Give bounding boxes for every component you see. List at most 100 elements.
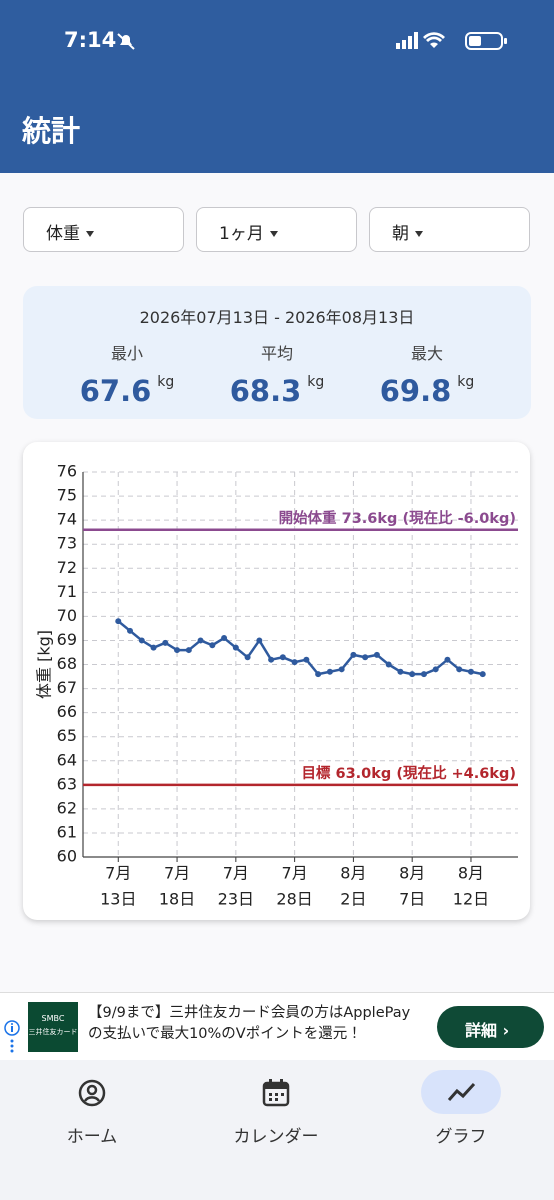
ad-info-icon [4,1020,20,1053]
stat-unit: kg [457,374,475,390]
data-point [115,618,122,625]
data-point [479,671,486,678]
caret [415,231,423,237]
x-tick-label: 2日 [340,890,366,909]
data-point [350,651,357,658]
summary-card: 2026年07月13日 - 2026年08月13日 最小 平均 最大 67.6 k… [23,286,531,419]
x-tick-label: 13日 [100,890,136,909]
y-tick-label: 68 [57,654,77,673]
x-tick-label: 7月 [223,864,249,883]
x-tick-label: 7月 [105,864,131,883]
y-tick-label: 69 [57,630,77,649]
dropdown-label: 体重 [46,224,80,244]
data-point [362,654,369,661]
y-tick-label: 72 [57,558,77,577]
bottom-nav: ホーム カレンダー グラフ [0,1060,554,1200]
data-point [232,644,239,651]
caret [86,231,94,237]
calendar-icon [262,1079,290,1107]
nav-label[interactable]: グラフ [435,1127,487,1147]
home-icon [78,1079,106,1107]
y-axis-label: 体重 [kg] [35,630,54,699]
data-point [291,659,298,666]
app-bar: 7:14 統計 [0,0,554,173]
ad-button[interactable]: 詳細 › [437,1006,544,1048]
stat-value: 67.6 [79,374,152,408]
status-icons [396,32,507,50]
data-point [373,651,380,658]
data-point [221,635,228,642]
y-tick-label: 74 [57,510,77,529]
ad-banner[interactable]: SMBC 三井住友カード 【9/9まで】三井住友カード会員の方はApplePay… [0,992,554,1060]
ad-logo: SMBC 三井住友カード [28,1002,78,1052]
y-tick-label: 76 [57,462,77,481]
stat-label: 最大 [410,344,443,363]
stat-label: 平均 [260,344,293,363]
data-point [432,666,439,673]
chart-card: 60 61 62 63 64 65 66 67 68 69 70 71 72 73 74 75 76 7月 13日 7… [23,442,530,920]
reference-label: 目標 63.0kg (現在比 +4.6kg) [301,764,516,782]
data-point [150,644,157,651]
data-line [117,620,483,676]
logo-bottom: 三井住友カード [28,1028,78,1036]
stat: 69.8 kg [342,374,512,408]
stat-unit: kg [307,374,325,390]
y-tick-label: 62 [57,798,77,817]
data-point [256,637,263,644]
x-tick-label: 7月 [164,864,190,883]
y-tick-label: 73 [57,534,77,553]
nav-label[interactable]: カレンダー [233,1127,319,1147]
y-tick-label: 60 [57,847,77,866]
data-point [162,639,169,646]
ad-button-label: 詳細 [465,1021,498,1040]
status-time: 7:14 [64,28,117,52]
dropdown[interactable]: 1ヶ月 [196,207,357,252]
page-title: 統計 [22,114,81,148]
y-tick-label: 61 [57,822,77,841]
x-tick-label: 18日 [159,890,195,909]
stat-label: 最小 [110,344,143,363]
data-point [303,656,310,663]
dropdown[interactable]: 朝 [369,207,530,252]
data-point [444,656,451,663]
dropdown-label: 朝 [392,224,409,244]
data-point [209,642,216,649]
x-tick-label: 8月 [340,864,366,883]
stat-value: 68.3 [229,374,302,408]
x-tick-label: 7月 [282,864,308,883]
stat: 67.6 kg [42,374,212,408]
data-point [268,656,275,663]
stat-value: 69.8 [379,374,452,408]
data-point [326,668,333,675]
x-tick-label: 7日 [399,890,425,909]
data-point [338,666,345,673]
caret [269,231,278,237]
data-point [138,637,145,644]
y-tick-label: 70 [57,606,77,625]
x-tick-label: 28日 [276,890,312,909]
data-point [279,654,286,661]
dropdown[interactable]: 体重 [23,207,184,252]
data-point [456,666,463,673]
dropdown-label: 1ヶ月 [219,224,264,244]
data-point [185,647,192,654]
stat-unit: kg [157,374,175,390]
y-tick-label: 71 [57,582,77,601]
y-tick-label: 66 [57,702,77,721]
stat: 68.3 kg [192,374,362,408]
y-tick-label: 65 [57,726,77,745]
x-tick-label: 12日 [453,890,489,909]
y-tick-label: 75 [57,486,77,505]
mute-icon [117,33,135,50]
graph-icon [447,1082,476,1101]
data-point [174,647,181,654]
y-tick-label: 67 [57,678,77,697]
ad-text: 【9/9まで】三井住友カード会員の方はApplePayの支払いで最大10%のVポ… [88,1005,411,1042]
date-range: 2026年07月13日 - 2026年08月13日 [139,308,415,327]
data-point [315,671,322,678]
data-point [409,671,416,678]
data-point [197,637,204,644]
nav-label[interactable]: ホーム [66,1127,118,1147]
nav-active-pill [421,1070,501,1114]
